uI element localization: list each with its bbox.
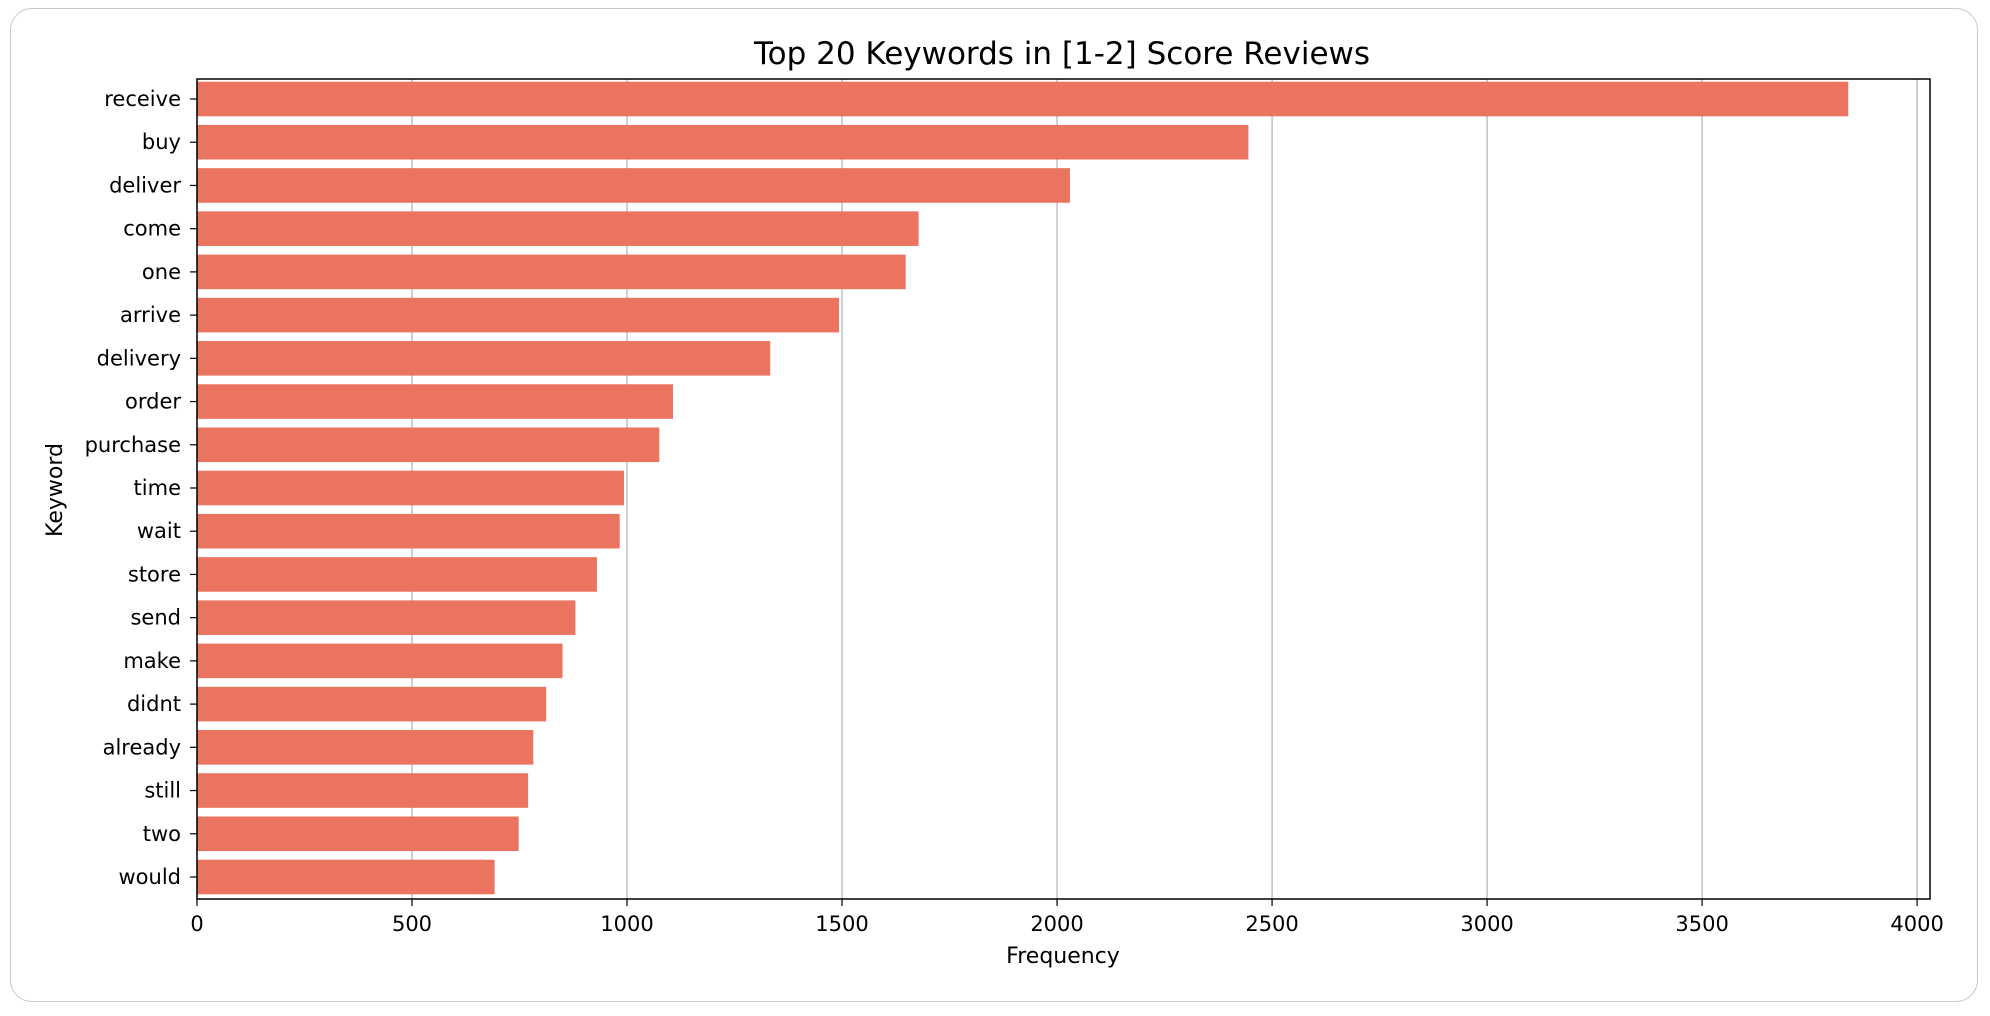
y-tick-label-didnt: didnt — [127, 692, 181, 716]
y-tick-label-wait: wait — [137, 519, 181, 543]
bar-send — [197, 600, 576, 635]
bar-didnt — [197, 686, 547, 722]
x-tick-label-5: 2500 — [1245, 912, 1298, 936]
y-tick-label-make: make — [123, 649, 181, 673]
bar-would — [197, 859, 495, 895]
x-tick-label-6: 3000 — [1460, 912, 1513, 936]
y-tick-label-come: come — [123, 217, 181, 241]
y-tick-label-would: would — [119, 865, 182, 889]
x-axis-label: Frequency — [1006, 944, 1120, 969]
y-tick-label-store: store — [128, 562, 181, 586]
plot-area-border — [196, 78, 1931, 900]
x-tick-label-2: 1000 — [600, 912, 653, 936]
bar-wait — [197, 513, 620, 549]
y-axis-ticks: receive buy deliver come one arrive delivery or… — [85, 87, 197, 889]
bar-two — [197, 816, 519, 852]
bar-deliver — [197, 168, 1070, 203]
y-tick-label-one: one — [142, 260, 181, 284]
y-tick-label-deliver: deliver — [109, 173, 181, 197]
x-tick-label-4: 2000 — [1030, 912, 1083, 936]
bar-receive — [197, 81, 1849, 117]
y-tick-label-receive: receive — [104, 87, 181, 111]
bar-delivery — [197, 341, 771, 376]
y-tick-label-time: time — [134, 476, 181, 500]
x-tick-label-8: 4000 — [1890, 912, 1943, 936]
bar-order — [197, 384, 674, 419]
y-tick-label-still: still — [144, 779, 181, 803]
bars — [197, 81, 1849, 895]
y-tick-label-purchase: purchase — [85, 433, 181, 457]
y-tick-label-delivery: delivery — [97, 346, 181, 370]
y-axis-label: Keyword — [43, 443, 68, 537]
bar-make — [197, 643, 563, 679]
bar-store — [197, 557, 597, 592]
bar-time — [197, 470, 625, 506]
bar-come — [197, 211, 919, 246]
bar-one — [197, 254, 906, 290]
x-axis-ticks: 0 500 1000 1500 2000 2500 3000 3500 4000 — [190, 899, 1944, 936]
bar-already — [197, 730, 534, 765]
x-tick-label-7: 3500 — [1675, 912, 1728, 936]
x-tick-label-0: 0 — [190, 912, 203, 936]
y-tick-label-two: two — [143, 822, 181, 846]
y-tick-label-buy: buy — [142, 130, 181, 154]
y-tick-label-arrive: arrive — [120, 303, 181, 327]
bar-still — [197, 773, 529, 808]
x-tick-label-3: 1500 — [815, 912, 868, 936]
y-tick-label-order: order — [125, 390, 181, 414]
bar-arrive — [197, 297, 840, 333]
chart-title: Top 20 Keywords in [1-2] Score Reviews — [753, 36, 1370, 72]
bar-purchase — [197, 427, 660, 463]
bar-buy — [197, 124, 1249, 160]
y-tick-label-send: send — [130, 606, 181, 630]
y-tick-label-already: already — [103, 735, 181, 759]
x-tick-label-1: 500 — [392, 912, 432, 936]
